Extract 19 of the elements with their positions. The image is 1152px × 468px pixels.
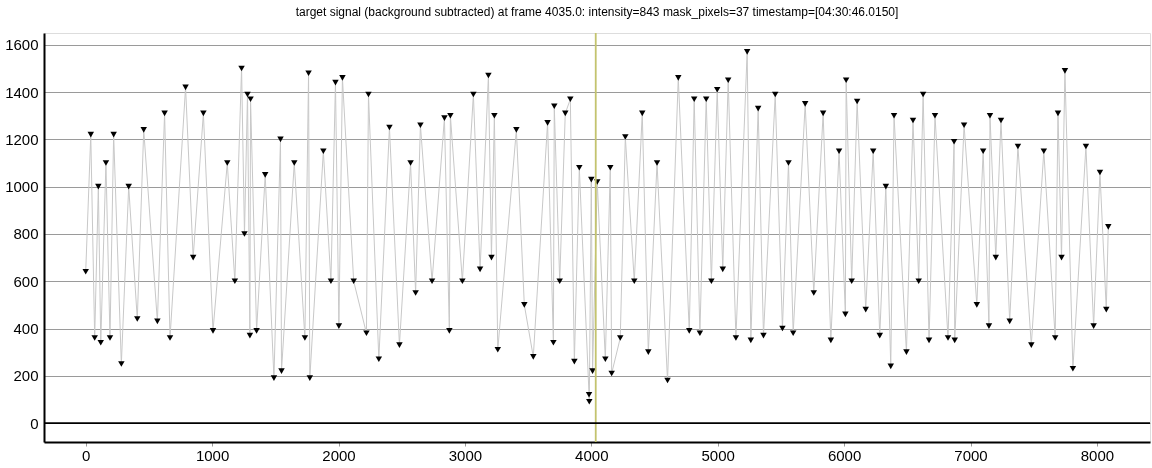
y-tick-label: 600: [13, 272, 39, 290]
x-tick-label: 2000: [322, 446, 356, 464]
x-tick-label: 0: [82, 446, 91, 464]
y-tick-label: 200: [13, 367, 39, 385]
y-tick-label: 1600: [5, 36, 39, 54]
x-tick-label: 5000: [701, 446, 735, 464]
y-tick-label: 0: [30, 414, 39, 432]
y-tick-label: 400: [13, 320, 39, 338]
x-tick-label: 3000: [448, 446, 483, 464]
y-tick-label: 1000: [5, 178, 39, 196]
x-tick-label: 8000: [1080, 446, 1115, 464]
y-tick-label: 1400: [5, 83, 39, 101]
chart-title: target signal (background subtracted) at frame 4035.0: intensity=843 mask_pixels=37 timestamp=[04:30:46.0150]: [295, 5, 899, 19]
x-tick-label: 1000: [195, 446, 230, 464]
x-tick-label: 6000: [827, 446, 862, 464]
x-tick-label: 7000: [954, 446, 988, 464]
x-tick-label: 4000: [575, 446, 609, 464]
y-tick-label: 1200: [5, 130, 39, 148]
y-tick-label: 800: [13, 225, 39, 243]
